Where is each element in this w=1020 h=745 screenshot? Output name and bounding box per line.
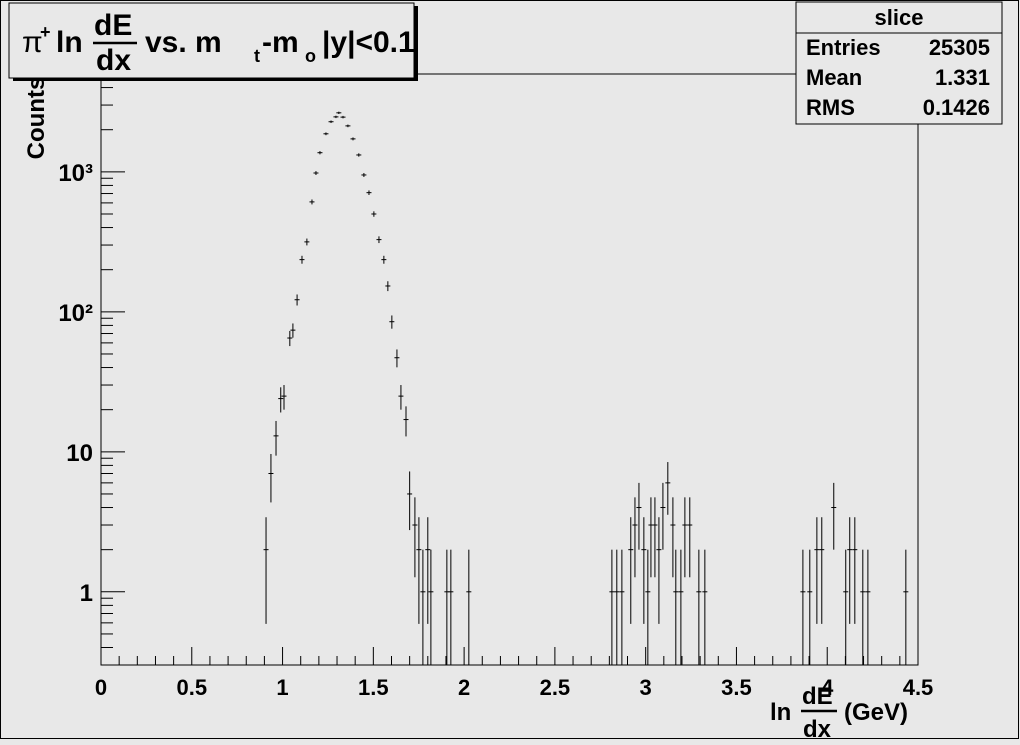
- title-part: |y|<0.1: [322, 26, 415, 59]
- title-part: ln: [56, 26, 83, 59]
- x-tick-label: 2.5: [540, 675, 571, 700]
- x-tick-label: 0.5: [176, 675, 207, 700]
- x-tick-label: 1: [276, 675, 288, 700]
- x-label-part: dx: [803, 716, 832, 740]
- title-part: vs. m: [145, 26, 222, 59]
- x-tick-label: 4: [821, 675, 834, 700]
- title-part: o: [305, 46, 316, 66]
- stats-label: Entries: [806, 35, 881, 60]
- title-part: +: [40, 22, 51, 42]
- stats-box: [795, 1, 1003, 125]
- title-part: t: [254, 46, 260, 66]
- x-label-part: (GeV): [844, 699, 908, 726]
- chart-title: π + ln dE dx vs. m t -m o |y|<0.1: [22, 9, 415, 77]
- x-tick-label: 3: [640, 675, 652, 700]
- stats-label: Mean: [806, 65, 862, 90]
- title-part: π: [22, 26, 43, 59]
- x-tick-label: 1.5: [358, 675, 389, 700]
- title-part: dE: [94, 9, 132, 42]
- plot-frame: [100, 73, 919, 666]
- title-box: [8, 2, 415, 79]
- x-axis-label: ln dE dx (GeV): [770, 683, 908, 743]
- y-axis-label: Counts: [23, 77, 50, 160]
- y-tick-label: 10: [66, 440, 93, 467]
- stats-label: RMS: [806, 95, 855, 120]
- stats-value: 0.1426: [923, 95, 990, 120]
- x-label-part: dE: [802, 683, 833, 710]
- y-tick-label: 1: [80, 580, 93, 607]
- x-label-part: ln: [770, 699, 791, 726]
- title-part: -m: [262, 26, 299, 59]
- title-part: dx: [96, 44, 131, 77]
- x-tick-label: 0: [95, 675, 107, 700]
- stats-value: 25305: [929, 35, 990, 60]
- stats-value: 1.331: [935, 65, 990, 90]
- x-tick-label: 2: [458, 675, 470, 700]
- stats-title: slice: [875, 5, 924, 30]
- x-tick-label: 4.5: [903, 675, 934, 700]
- y-tick-label: 10³: [58, 160, 93, 187]
- x-tick-label: 3.5: [721, 675, 752, 700]
- y-tick-label: 10²: [58, 300, 93, 327]
